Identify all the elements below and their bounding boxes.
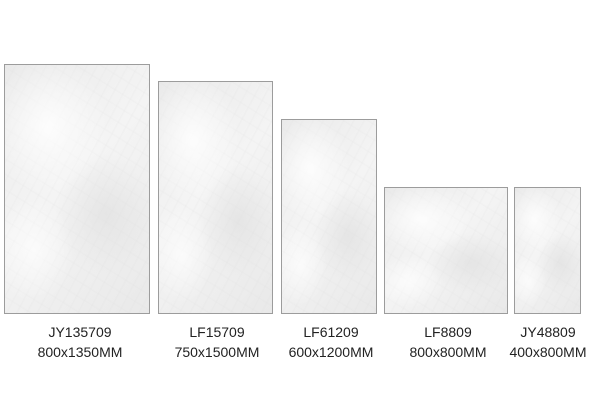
tile-image-jy135709 xyxy=(4,64,150,314)
tile-code: LF61209 xyxy=(303,324,359,340)
tile-caption: JY48809 400x800MM xyxy=(500,322,596,362)
tile-code: JY135709 xyxy=(48,324,112,340)
tile-caption: LF61209 600x1200MM xyxy=(276,322,386,362)
tile-code: LF15709 xyxy=(189,324,245,340)
tile-caption: JY135709 800x1350MM xyxy=(20,322,140,362)
tile-image-jy48809 xyxy=(514,187,581,314)
tile-caption: LF15709 750x1500MM xyxy=(160,322,274,362)
tile-size: 750x1500MM xyxy=(174,344,260,360)
tile-size: 800x800MM xyxy=(409,344,487,360)
tile-size: 600x1200MM xyxy=(288,344,374,360)
tile-caption: LF8809 800x800MM xyxy=(393,322,503,362)
tile-code: LF8809 xyxy=(424,324,472,340)
tile-image-lf8809 xyxy=(384,187,508,314)
tile-size: 400x800MM xyxy=(509,344,587,360)
tile-image-lf15709 xyxy=(158,81,273,314)
tile-size: 800x1350MM xyxy=(37,344,123,360)
tile-code: JY48809 xyxy=(520,324,576,340)
tile-image-lf61209 xyxy=(281,119,377,314)
